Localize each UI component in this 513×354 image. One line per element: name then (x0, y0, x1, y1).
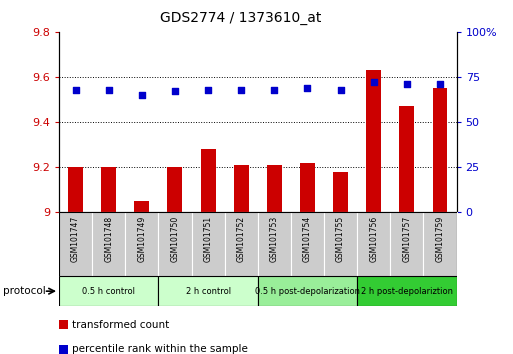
Bar (333, 172, 348, 212)
Bar (324, 212, 357, 276)
Point (237, 87, 245, 92)
Text: percentile rank within the sample: percentile rank within the sample (72, 344, 248, 354)
Text: GSM101759: GSM101759 (436, 216, 444, 262)
Text: GSM101754: GSM101754 (303, 216, 312, 262)
Point (71, 87, 80, 92)
Bar (68, 167, 83, 212)
Text: GSM101755: GSM101755 (336, 216, 345, 262)
Point (204, 87, 212, 92)
Bar (291, 212, 324, 276)
Point (171, 88, 179, 94)
Bar (59, 212, 92, 276)
Bar (423, 212, 457, 276)
Bar (201, 149, 215, 212)
Bar (191, 212, 225, 276)
Text: transformed count: transformed count (72, 320, 169, 330)
Bar (390, 212, 423, 276)
Bar (59, 276, 159, 306)
Bar (366, 70, 381, 212)
Bar (159, 276, 258, 306)
Text: GDS2774 / 1373610_at: GDS2774 / 1373610_at (161, 11, 322, 25)
Text: GSM101751: GSM101751 (204, 216, 212, 262)
Text: GSM101753: GSM101753 (270, 216, 279, 262)
Bar (225, 212, 258, 276)
Point (436, 81, 444, 87)
Point (105, 87, 113, 92)
Text: protocol: protocol (3, 286, 45, 296)
Text: 0.5 h control: 0.5 h control (82, 287, 135, 296)
Bar (168, 167, 183, 212)
Text: GSM101749: GSM101749 (137, 216, 146, 262)
Text: GSM101752: GSM101752 (236, 216, 246, 262)
Bar (400, 106, 415, 212)
Text: GSM101748: GSM101748 (104, 216, 113, 262)
Point (370, 80, 378, 85)
Text: GSM101747: GSM101747 (71, 216, 80, 262)
Text: GSM101750: GSM101750 (170, 216, 180, 262)
Bar (258, 276, 357, 306)
Bar (357, 276, 457, 306)
Point (137, 92, 146, 98)
Point (337, 87, 345, 92)
Bar (134, 201, 149, 212)
Bar (432, 88, 447, 212)
Bar (234, 165, 249, 212)
Bar (300, 163, 315, 212)
Text: 2 h control: 2 h control (186, 287, 231, 296)
Bar (357, 212, 390, 276)
Point (270, 87, 279, 92)
Bar (159, 212, 191, 276)
Bar (92, 212, 125, 276)
Point (303, 85, 311, 91)
Bar (267, 165, 282, 212)
Text: GSM101757: GSM101757 (402, 216, 411, 262)
Bar (258, 212, 291, 276)
Bar (125, 212, 159, 276)
Text: 0.5 h post-depolarization: 0.5 h post-depolarization (255, 287, 360, 296)
Text: 2 h post-depolariztion: 2 h post-depolariztion (361, 287, 453, 296)
Bar (101, 167, 116, 212)
Text: GSM101756: GSM101756 (369, 216, 378, 262)
Point (403, 81, 411, 87)
